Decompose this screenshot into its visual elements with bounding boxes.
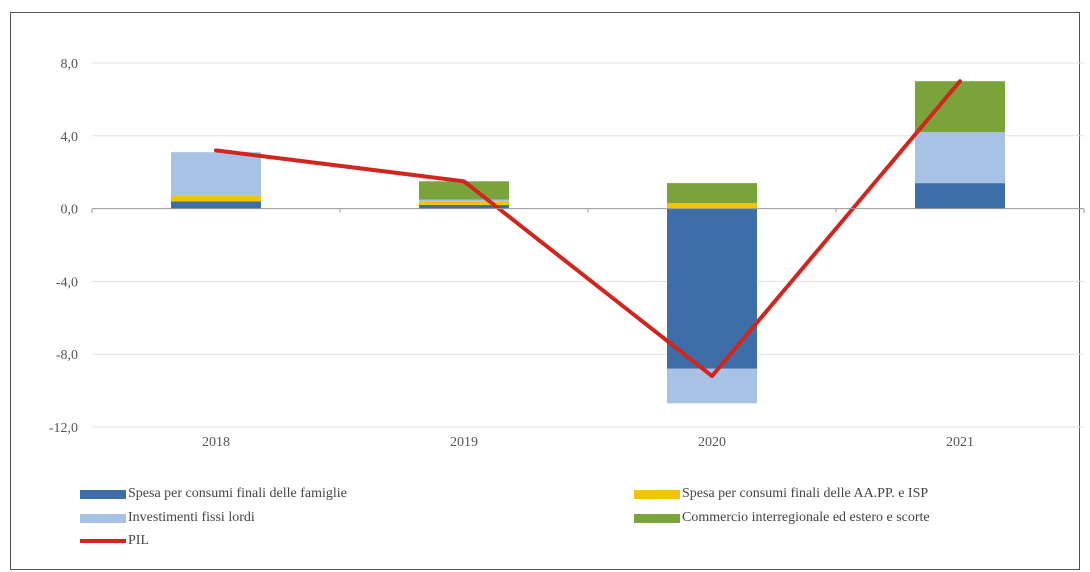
bar-segment [915, 81, 1005, 133]
x-tick-label: 2018 [202, 435, 230, 450]
bar-segment [419, 201, 509, 205]
y-tick-label: 8,0 [61, 57, 79, 72]
x-tick-label: 2021 [946, 435, 974, 450]
bar-segment [667, 203, 757, 209]
bar-segment [171, 195, 261, 202]
bar-segment [667, 183, 757, 204]
bar-segment [667, 208, 757, 369]
bar-segment [419, 204, 509, 209]
bar-segment [419, 199, 509, 202]
x-tick-label: 2020 [698, 435, 726, 450]
bar-segment [915, 132, 1005, 184]
y-tick-label: -4,0 [56, 275, 78, 290]
y-tick-label: 0,0 [61, 203, 79, 218]
bar-segment [171, 152, 261, 196]
y-tick-label: -12,0 [49, 421, 78, 436]
bar-segment [915, 183, 1005, 209]
bar-segment [419, 181, 509, 200]
y-tick-label: -8,0 [56, 348, 78, 363]
x-tick-label: 2019 [450, 435, 478, 450]
bar-segment [171, 201, 261, 209]
y-tick-label: 4,0 [61, 130, 79, 145]
pil-line [214, 79, 962, 379]
chart-frame [10, 12, 1080, 570]
